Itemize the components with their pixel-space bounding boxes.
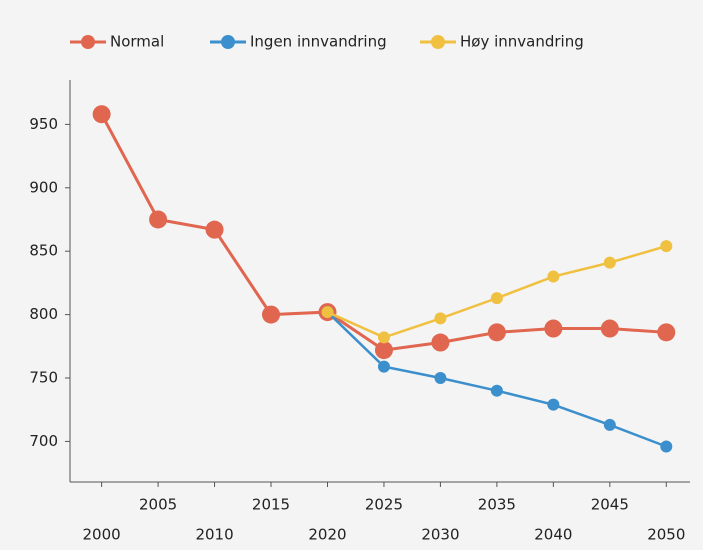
point: [262, 305, 281, 324]
point: [547, 398, 560, 411]
y-tick-label: 800: [29, 305, 58, 323]
point: [487, 323, 506, 342]
x-tick-label: 2015: [252, 496, 290, 514]
x-tick-label: 2035: [478, 496, 516, 514]
point: [600, 319, 619, 338]
point: [660, 440, 673, 453]
x-tick-label: 2050: [647, 526, 685, 544]
point: [547, 270, 560, 283]
x-tick-label: 2020: [308, 526, 346, 544]
point: [544, 319, 563, 338]
y-tick-label: 900: [29, 178, 58, 196]
y-tick-label: 700: [29, 432, 58, 450]
point: [657, 323, 676, 342]
point: [377, 360, 390, 373]
legend-label: Normal: [110, 33, 164, 51]
point: [431, 333, 450, 352]
legend-marker: [221, 35, 235, 49]
point: [434, 312, 447, 325]
point: [321, 306, 334, 319]
y-tick-label: 850: [29, 242, 58, 260]
x-tick-label: 2045: [591, 496, 629, 514]
point: [434, 372, 447, 385]
point: [92, 105, 111, 124]
point: [149, 210, 168, 229]
x-tick-label: 2005: [139, 496, 177, 514]
point: [205, 220, 224, 239]
point: [490, 384, 503, 397]
x-tick-label: 2025: [365, 496, 403, 514]
legend-label: Ingen innvandring: [250, 33, 387, 51]
x-tick-label: 2030: [421, 526, 459, 544]
point: [490, 292, 503, 305]
point: [603, 256, 616, 269]
point: [660, 240, 673, 253]
legend-label: Høy innvandring: [460, 33, 584, 51]
x-tick-label: 2040: [534, 526, 572, 544]
point: [377, 331, 390, 344]
point: [374, 341, 393, 360]
y-tick-label: 750: [29, 369, 58, 387]
x-tick-label: 2000: [83, 526, 121, 544]
legend-marker: [431, 35, 445, 49]
series-line: [100, 113, 667, 352]
point: [603, 418, 616, 431]
y-tick-label: 950: [29, 115, 58, 133]
x-tick-label: 2010: [195, 526, 233, 544]
legend-marker: [81, 35, 95, 49]
